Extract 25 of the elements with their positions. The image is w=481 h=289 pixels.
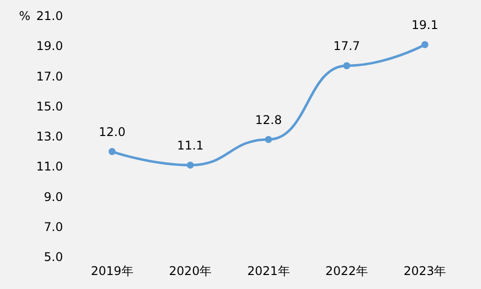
point [343,62,350,70]
y-axis-title: % [19,9,30,23]
data-label: 19.1 [412,18,438,32]
y-tick-label: 21.0 [36,9,63,23]
point [265,136,272,144]
x-tick-label: 2020年 [169,264,212,278]
y-tick-label: 11.0 [36,160,63,174]
y-tick-label: 13.0 [36,130,63,144]
data-label: 17.7 [333,39,360,54]
y-tick-label: 7.0 [44,220,63,234]
x-tick-label: 2021年 [247,264,290,278]
x-tick-label: 2022年 [325,264,368,278]
y-tick-label: 19.0 [36,39,63,54]
y-tick-label: 17.0 [36,69,63,84]
y-tick-label: 5.0 [44,250,63,264]
data-label: 12.8 [255,113,282,128]
x-tick-label: 2019年 [90,264,134,278]
point [186,162,194,169]
point [108,148,116,156]
y-tick-label: 9.0 [44,190,63,204]
y-tick-label: 15.0 [36,99,63,114]
point [421,41,428,48]
data-label: 12.0 [98,125,126,140]
data-label: 11.1 [176,138,204,153]
x-tick-label: 2023年 [404,264,446,278]
